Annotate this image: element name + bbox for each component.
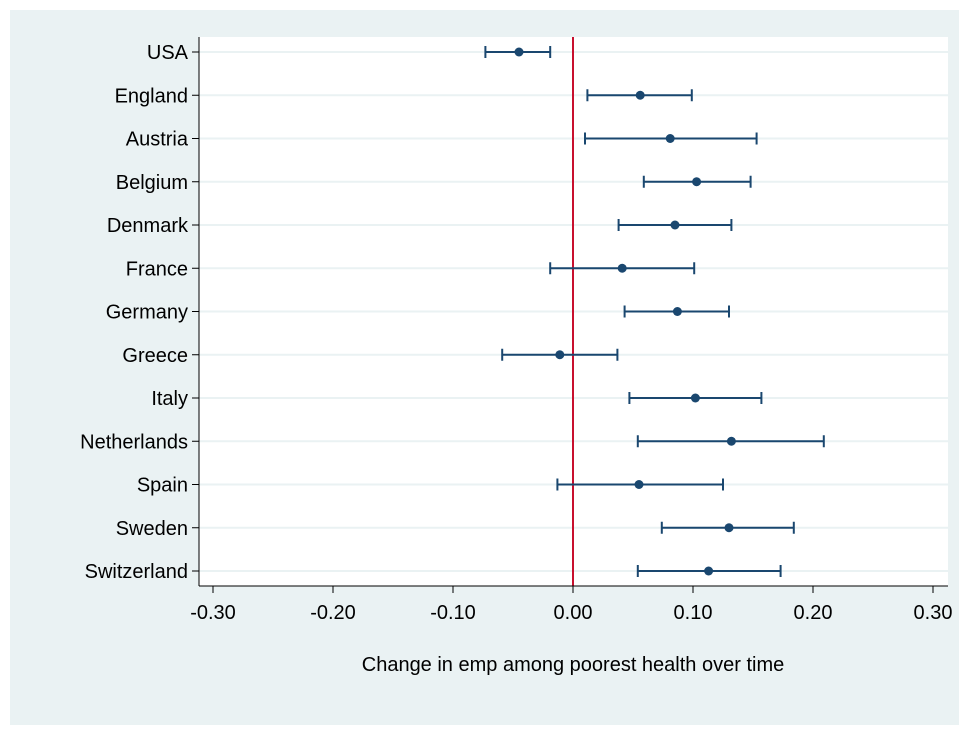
- point-estimate: [692, 177, 702, 187]
- category-label: USA: [147, 42, 189, 64]
- point-estimate: [514, 47, 524, 57]
- x-tick-label: 0.30: [914, 602, 953, 624]
- category-label: Italy: [151, 388, 188, 410]
- point-estimate: [704, 566, 714, 576]
- point-estimate: [690, 393, 700, 403]
- category-label: Sweden: [116, 518, 188, 540]
- point-estimate: [726, 436, 736, 446]
- x-tick-label: 0.00: [554, 602, 593, 624]
- point-estimate: [724, 523, 734, 533]
- category-label: England: [115, 85, 188, 107]
- x-axis-title: Change in emp among poorest health over …: [362, 654, 784, 676]
- point-estimates: [514, 47, 736, 576]
- x-tick-label: -0.10: [430, 602, 476, 624]
- point-estimate: [670, 220, 680, 230]
- category-label: Austria: [126, 129, 189, 151]
- chart: USA England Austria Belgium Denmark France Ger…: [10, 10, 959, 725]
- point-estimate: [617, 263, 627, 273]
- category-label: Spain: [137, 475, 188, 497]
- point-estimate: [635, 90, 645, 100]
- category-label: Belgium: [116, 172, 188, 194]
- x-tick-label: 0.10: [674, 602, 713, 624]
- category-label: Germany: [106, 302, 188, 324]
- category-label: France: [126, 258, 188, 280]
- category-ticks: USA England Austria Belgium Denmark France Ger…: [80, 42, 199, 583]
- x-tick-label: -0.20: [310, 602, 356, 624]
- category-label: Greece: [122, 345, 188, 367]
- category-label: Denmark: [107, 215, 189, 237]
- category-label: Netherlands: [80, 431, 188, 453]
- category-label: Switzerland: [85, 561, 188, 583]
- point-estimate: [634, 480, 644, 489]
- point-estimate: [555, 350, 565, 360]
- x-tick-label: -0.30: [190, 602, 236, 624]
- x-axis-ticks: -0.30 -0.20 -0.10 0.00 0.10 0.20 0.30: [190, 586, 952, 624]
- point-estimate: [665, 134, 675, 143]
- coefficient-plot: USA England Austria Belgium Denmark France Ger…: [80, 37, 952, 676]
- x-tick-label: 0.20: [794, 602, 833, 624]
- point-estimate: [672, 307, 682, 316]
